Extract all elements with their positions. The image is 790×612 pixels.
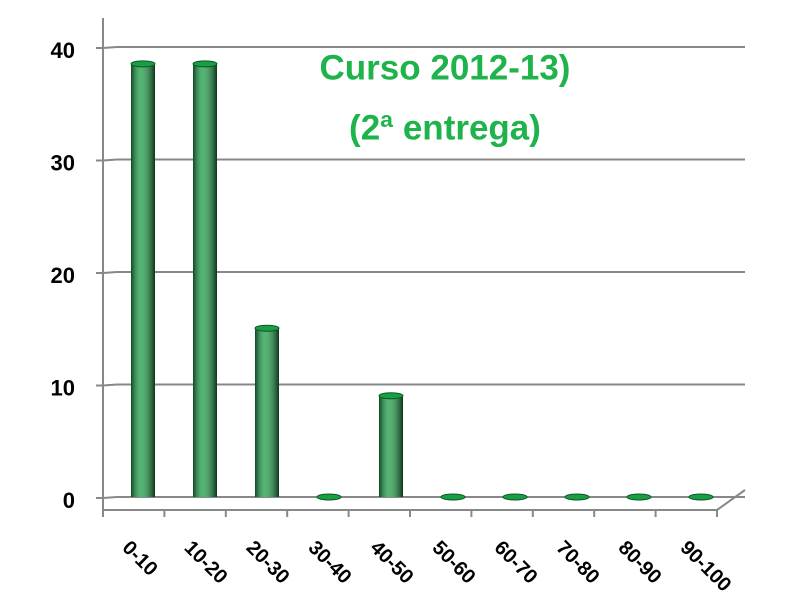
x-tick-label: 30-40 — [304, 537, 356, 589]
bar-cap — [378, 392, 404, 400]
x-tick-label: 50-60 — [428, 537, 480, 589]
bar-cap — [254, 324, 280, 332]
grid-line-depth — [102, 496, 118, 499]
grid-line-depth — [102, 158, 118, 162]
bar-cap — [564, 493, 590, 501]
x-tick-label: 40-50 — [366, 537, 418, 589]
y-tick-label: 40 — [51, 38, 75, 63]
grid-line-depth — [102, 271, 118, 274]
x-tick-label: 0-10 — [118, 537, 162, 581]
bar-shade — [255, 328, 279, 497]
bar-cap — [316, 493, 342, 501]
x-tick-label: 60-70 — [490, 537, 542, 589]
bar-shade — [193, 63, 217, 497]
bar-cap — [192, 60, 218, 68]
x-tick-label: 80-90 — [614, 537, 666, 589]
x-tick-label: 70-80 — [552, 537, 604, 589]
bar-cap — [626, 493, 652, 501]
grid-line-depth — [102, 46, 118, 49]
y-tick-label: 20 — [51, 263, 75, 288]
x-tick-label: 20-30 — [242, 537, 294, 589]
y-tick-label: 10 — [51, 375, 75, 400]
bar-cap — [502, 493, 528, 501]
x-tick-label: 90-100 — [676, 537, 736, 597]
chart-title: Curso 2012-13) — [320, 48, 571, 87]
grid-line-depth — [102, 383, 118, 387]
bar-cap — [688, 493, 714, 501]
bar-cap — [440, 493, 466, 501]
chart-subtitle: (2ª entrega) — [349, 108, 541, 147]
floor-edge — [716, 489, 746, 511]
x-tick-label: 10-20 — [180, 537, 232, 589]
y-tick-label: 30 — [51, 150, 75, 175]
bar-shade — [131, 63, 155, 497]
bar-shade — [379, 395, 403, 497]
bar-cap — [130, 60, 156, 68]
y-tick-label: 0 — [63, 488, 75, 513]
